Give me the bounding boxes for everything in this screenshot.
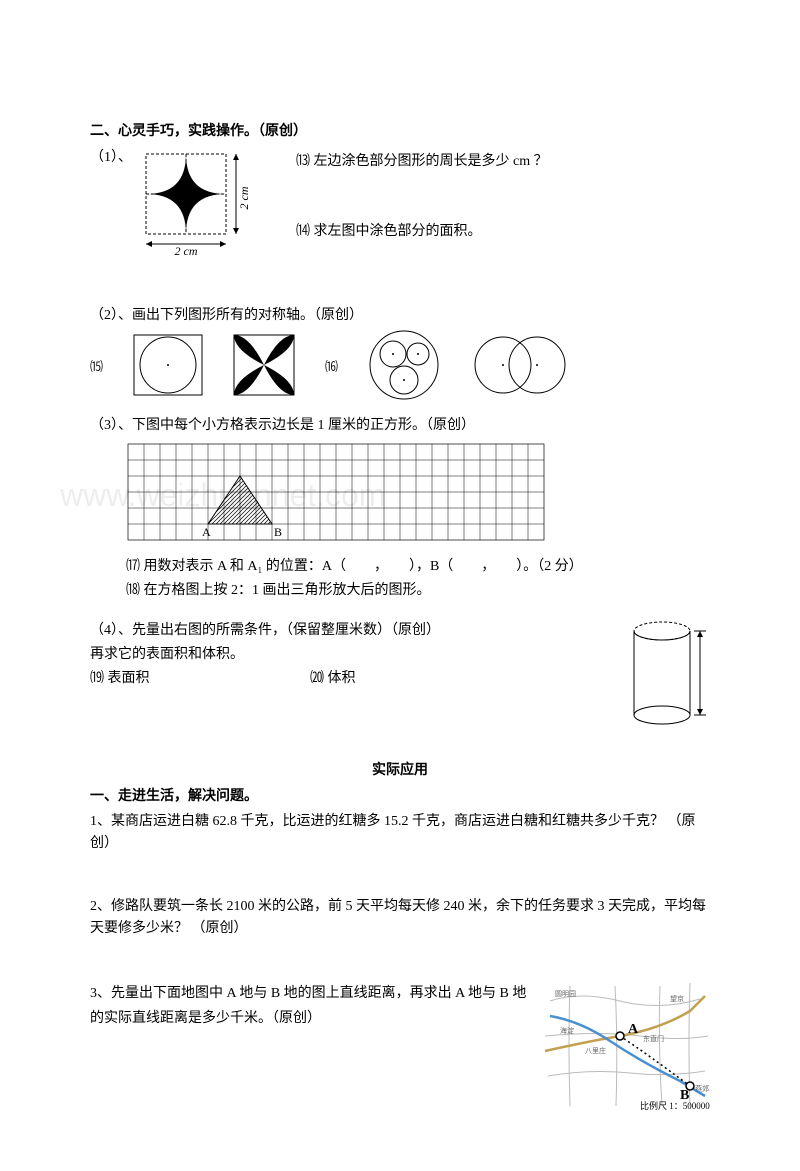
q1-label: （1）、	[90, 146, 132, 166]
q4-sub19: ⒆ 表面积	[90, 667, 310, 687]
svg-text:B: B	[274, 525, 282, 539]
apply-q3: 3、先量出下面地图中 A 地与 B 地的图上直线距离，再求出 A 地与 B 地的…	[90, 981, 540, 1111]
q2-lbl16: ⒃	[325, 356, 338, 375]
shape-petals	[233, 334, 295, 396]
map-figure: A B 海淀 八里庄 东直门 望京 燕郊 圆明园 比例尺 1：500000	[540, 981, 710, 1111]
q2-lbl15: ⒂	[90, 356, 103, 375]
q3-sub18: ⒅ 在方格图上按 2：1 画出三角形放大后的图形。	[126, 579, 710, 599]
svg-text:望京: 望京	[670, 994, 684, 1003]
apply-q2: 2、修路队要筑一条长 2100 米的公路，前 5 天平均每天修 240 米，余下…	[90, 896, 710, 941]
svg-text:燕郊: 燕郊	[695, 1084, 709, 1093]
q4-sub20: ⒇ 体积	[310, 667, 356, 687]
svg-text:2 cm: 2 cm	[237, 186, 251, 209]
section2-title: 二、心灵手巧，实践操作。（原创）	[90, 120, 710, 140]
svg-text:八里庄: 八里庄	[585, 1046, 606, 1055]
apply-title: 实际应用	[90, 759, 710, 779]
q3-sub17: ⒄ 用数对表示 A 和 A₁ 的位置：A（ ， ），B（ ， ）。（2 分）	[126, 555, 710, 575]
q3-grid: A B	[126, 442, 710, 547]
svg-text:东直门: 东直门	[643, 1034, 664, 1043]
apply-head: 一、走进生活，解决问题。	[90, 785, 710, 805]
q4-text: （4）、先量出右图的所需条件，（保留整厘米数）（原创）	[90, 619, 630, 639]
apply-q1: 1、某商店运进白糖 62.8 千克，比运进的红糖多 15.2 千克，商店运进白糖…	[90, 811, 710, 856]
svg-text:比例尺 1：500000: 比例尺 1：500000	[640, 1100, 710, 1111]
q4-line2: 再求它的表面积和体积。	[90, 643, 630, 663]
q1-sub14: ⒁ 求左图中涂色部分的面积。	[296, 220, 710, 240]
shape-three-circles	[368, 330, 440, 400]
cylinder-figure	[630, 619, 710, 729]
svg-text:2 cm: 2 cm	[175, 244, 198, 256]
svg-text:A: A	[202, 525, 211, 539]
q3-text: （3）、下图中每个小方格表示边长是 1 厘米的正方形。（原创）	[90, 414, 710, 434]
q2-text: （2）、画出下列图形所有的对称轴。（原创）	[90, 304, 710, 324]
q1-figure: 2 cm 2 cm	[136, 146, 266, 256]
shape-circle-in-square	[133, 334, 203, 396]
svg-text:圆明园: 圆明园	[555, 990, 576, 998]
q1-sub13: ⒀ 左边涂色部分图形的周长是多少 cm ？	[296, 150, 710, 170]
shape-two-overlap-circles	[470, 335, 570, 395]
svg-text:A: A	[628, 1022, 639, 1037]
svg-text:海淀: 海淀	[560, 1026, 574, 1035]
